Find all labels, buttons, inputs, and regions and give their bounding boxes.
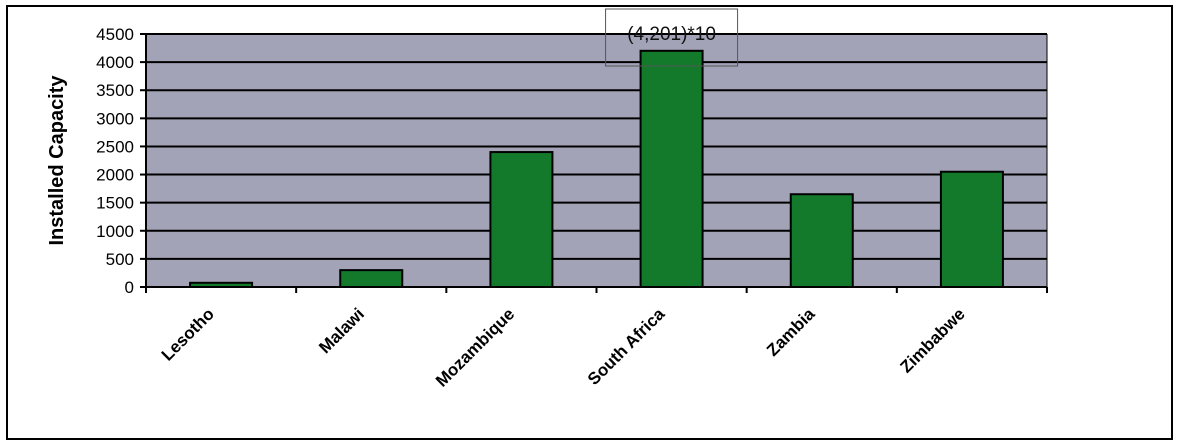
bar-mozambique — [490, 152, 552, 287]
y-tick-label: 2500 — [96, 137, 134, 156]
x-tick-label: Zambia — [763, 304, 819, 360]
x-tick-label: Malawi — [315, 304, 368, 357]
y-tick-label: 2000 — [96, 166, 134, 185]
y-tick-label: 0 — [125, 278, 134, 297]
x-tick-label: Zimbabwe — [897, 304, 969, 376]
y-tick-label: 4000 — [96, 53, 134, 72]
y-tick-labels: 0 500 1000 1500 2000 2500 3000 3500 4000 4500 — [96, 25, 134, 297]
y-tick-label: 4500 — [96, 25, 134, 44]
x-tick-label: Lesotho — [158, 304, 218, 364]
annotation-text: (4,201)*10 — [627, 24, 716, 45]
x-tick-labels: Lesotho Malawi Mozambique South Africa Zambi… — [158, 304, 969, 391]
y-tick-label: 3000 — [96, 109, 134, 128]
x-tick-label: South Africa — [584, 304, 669, 389]
y-tick-label: 500 — [106, 250, 134, 269]
y-tick-label: 1500 — [96, 194, 134, 213]
bar-zimbabwe — [941, 172, 1003, 287]
y-tick-label: 3500 — [96, 81, 134, 100]
y-axis-title: Installed Capacity — [46, 75, 68, 246]
bar-south-africa — [641, 51, 703, 287]
x-tick-label: Mozambique — [432, 304, 518, 390]
y-tick-label: 1000 — [96, 222, 134, 241]
bar-malawi — [340, 270, 402, 287]
bar-zambia — [791, 194, 853, 287]
plot-area — [146, 34, 1047, 287]
